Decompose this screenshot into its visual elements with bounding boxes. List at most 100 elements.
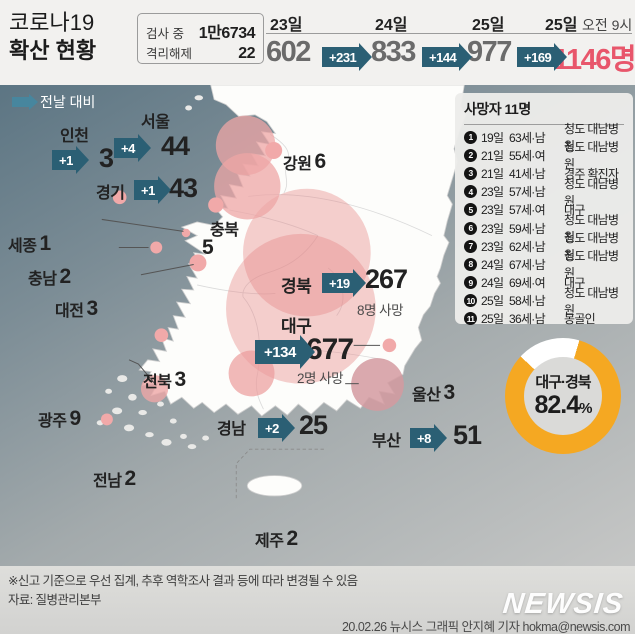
region-busan-value: 51	[453, 420, 482, 450]
region-gyeongbuk-note: 8명 사망	[357, 303, 404, 318]
delta-label: +169	[524, 49, 552, 65]
deaths-title: 사망자 11명	[464, 99, 624, 125]
region-gyeongnam-delta: +2	[258, 418, 282, 438]
donut-percent: 82.4	[534, 390, 580, 419]
death-row: 2 21일 55세·여 청도 대남병원	[464, 140, 624, 171]
death-row: 11 25일 36세·남 몽골인	[464, 310, 624, 328]
delta-label: +8	[417, 430, 431, 446]
region-daegu-name: 대구	[281, 317, 312, 336]
region-sejong: 세종 1	[8, 232, 51, 255]
timeline-date-23: 23일	[270, 17, 303, 34]
region-gyeonggi-name: 경기	[96, 185, 125, 202]
timeline-rule	[266, 33, 632, 34]
date-text: 25일	[545, 17, 578, 34]
legend-label: 전날 대비	[40, 94, 96, 110]
deaths-panel: 사망자 11명 1 19일 63세·남 청도 대남병원 2 21일 55세·여 청도 대남병…	[455, 93, 633, 326]
region-gyeongbuk-delta: +19	[322, 273, 353, 293]
region-chungbuk-name: 충북	[210, 222, 239, 239]
donut-value: 82.4%	[534, 390, 592, 422]
death-person: 57세·여	[509, 203, 546, 218]
title-line1: 코로나19	[9, 10, 95, 35]
timeline-value-25: 977	[467, 36, 512, 68]
death-date: 19일	[481, 130, 504, 145]
map-legend: 전날 대비	[12, 92, 95, 112]
death-place: 청도 대남병원	[564, 285, 619, 317]
delta-label: +1	[141, 182, 155, 198]
korea-map	[96, 85, 467, 500]
bubble-gyeonggi	[214, 153, 281, 220]
stat-label: 검사 중	[146, 27, 184, 41]
death-number-badge: 6	[464, 221, 477, 235]
death-person: 55세·여	[509, 148, 546, 163]
jeju-inset	[235, 448, 324, 500]
death-number-badge: 7	[464, 239, 477, 253]
death-date: 21일	[481, 166, 504, 181]
dot-sejong	[181, 228, 191, 238]
delta-label: +19	[329, 275, 350, 291]
region-gyeongnam-value: 25	[299, 410, 328, 440]
region-incheon-name: 인천	[60, 128, 89, 145]
dot-gangwon	[265, 142, 283, 160]
death-row: 5 23일 57세·여 대구	[464, 201, 624, 219]
region-jeonbuk: 전북 3	[143, 368, 186, 391]
death-place: 대구	[564, 276, 585, 291]
stat-released: 격리해제 22	[146, 43, 255, 63]
death-number-badge: 11	[464, 312, 477, 326]
dot-daejeon	[189, 254, 207, 272]
death-place: 대구	[564, 203, 585, 218]
region-ulsan: 울산 3	[412, 381, 455, 404]
region-chungbuk-value: 5	[202, 236, 214, 259]
bubble-gwangju	[140, 375, 169, 403]
region-seoul-name: 서울	[141, 114, 170, 131]
region-daejeon: 대전 3	[55, 297, 98, 320]
death-date: 23일	[481, 221, 504, 236]
bubble-busan	[351, 358, 404, 411]
donut-chart: 대구·경북 82.4%	[505, 338, 621, 454]
death-place: 청도 대남병원	[564, 249, 619, 281]
region-jeju: 제주 2	[255, 527, 298, 550]
delta-label: +4	[121, 140, 135, 156]
death-person: 36세·남	[509, 312, 546, 327]
stat-value: 1만6734	[198, 25, 256, 42]
death-number-badge: 2	[464, 148, 477, 162]
date-suffix: 오전 9시	[581, 17, 633, 33]
region-gyeongbuk-name: 경북	[281, 277, 312, 296]
death-person: 67세·남	[509, 257, 546, 272]
death-number-badge: 9	[464, 276, 477, 290]
death-row: 7 23일 62세·남 청도 대남병원	[464, 231, 624, 262]
death-row: 9 24일 69세·여 대구	[464, 274, 624, 292]
death-date: 21일	[481, 148, 504, 163]
death-place: 청도 대남병원	[564, 140, 619, 172]
death-row: 10 25일 58세·남 청도 대남병원	[464, 286, 624, 317]
death-number-badge: 10	[464, 294, 477, 308]
timeline-date-24: 24일	[375, 17, 408, 34]
death-row: 6 23일 59세·남 청도 대남병원	[464, 213, 624, 244]
timeline-value-23: 602	[266, 36, 311, 68]
delta-label: +231	[329, 49, 357, 65]
death-person: 69세·여	[509, 276, 546, 291]
death-place: 청도 대남병원	[564, 176, 619, 208]
death-person: 62세·남	[509, 239, 546, 254]
death-number-badge: 3	[464, 166, 477, 180]
arrow-icon	[12, 97, 29, 107]
region-gwangju: 광주 9	[38, 407, 81, 430]
stats-box: 검사 중 1만6734 격리해제 22	[137, 13, 264, 64]
death-person: 57세·남	[509, 185, 546, 200]
leader-lines	[101, 218, 381, 386]
region-seoul-delta: +4	[114, 138, 138, 158]
death-row: 3 21일 41세·남 경주 확진자	[464, 164, 624, 182]
title-line2: 확산 현황	[9, 38, 97, 63]
dot-ulsan	[382, 338, 397, 353]
death-number-badge: 4	[464, 185, 477, 199]
dot-west-island	[112, 190, 127, 205]
delta-label: +144	[429, 49, 457, 65]
delta-arrow-144: +144	[422, 47, 460, 67]
death-date: 24일	[481, 276, 504, 291]
region-busan-name: 부산	[372, 433, 401, 450]
source-note: 자료: 질병관리본부	[8, 593, 102, 607]
death-row: 1 19일 63세·남 청도 대남병원	[464, 122, 624, 153]
donut-label: 대구·경북	[535, 373, 591, 391]
delta-label: +1	[59, 152, 73, 168]
header: 코로나19 확산 현황 검사 중 1만6734 격리해제 22 23일 602 …	[0, 0, 635, 85]
